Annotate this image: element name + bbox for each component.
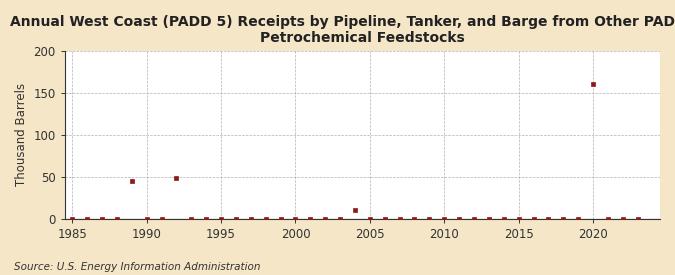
- Y-axis label: Thousand Barrels: Thousand Barrels: [15, 83, 28, 186]
- Text: Source: U.S. Energy Information Administration: Source: U.S. Energy Information Administ…: [14, 262, 260, 272]
- Title: Annual West Coast (PADD 5) Receipts by Pipeline, Tanker, and Barge from Other PA: Annual West Coast (PADD 5) Receipts by P…: [10, 15, 675, 45]
